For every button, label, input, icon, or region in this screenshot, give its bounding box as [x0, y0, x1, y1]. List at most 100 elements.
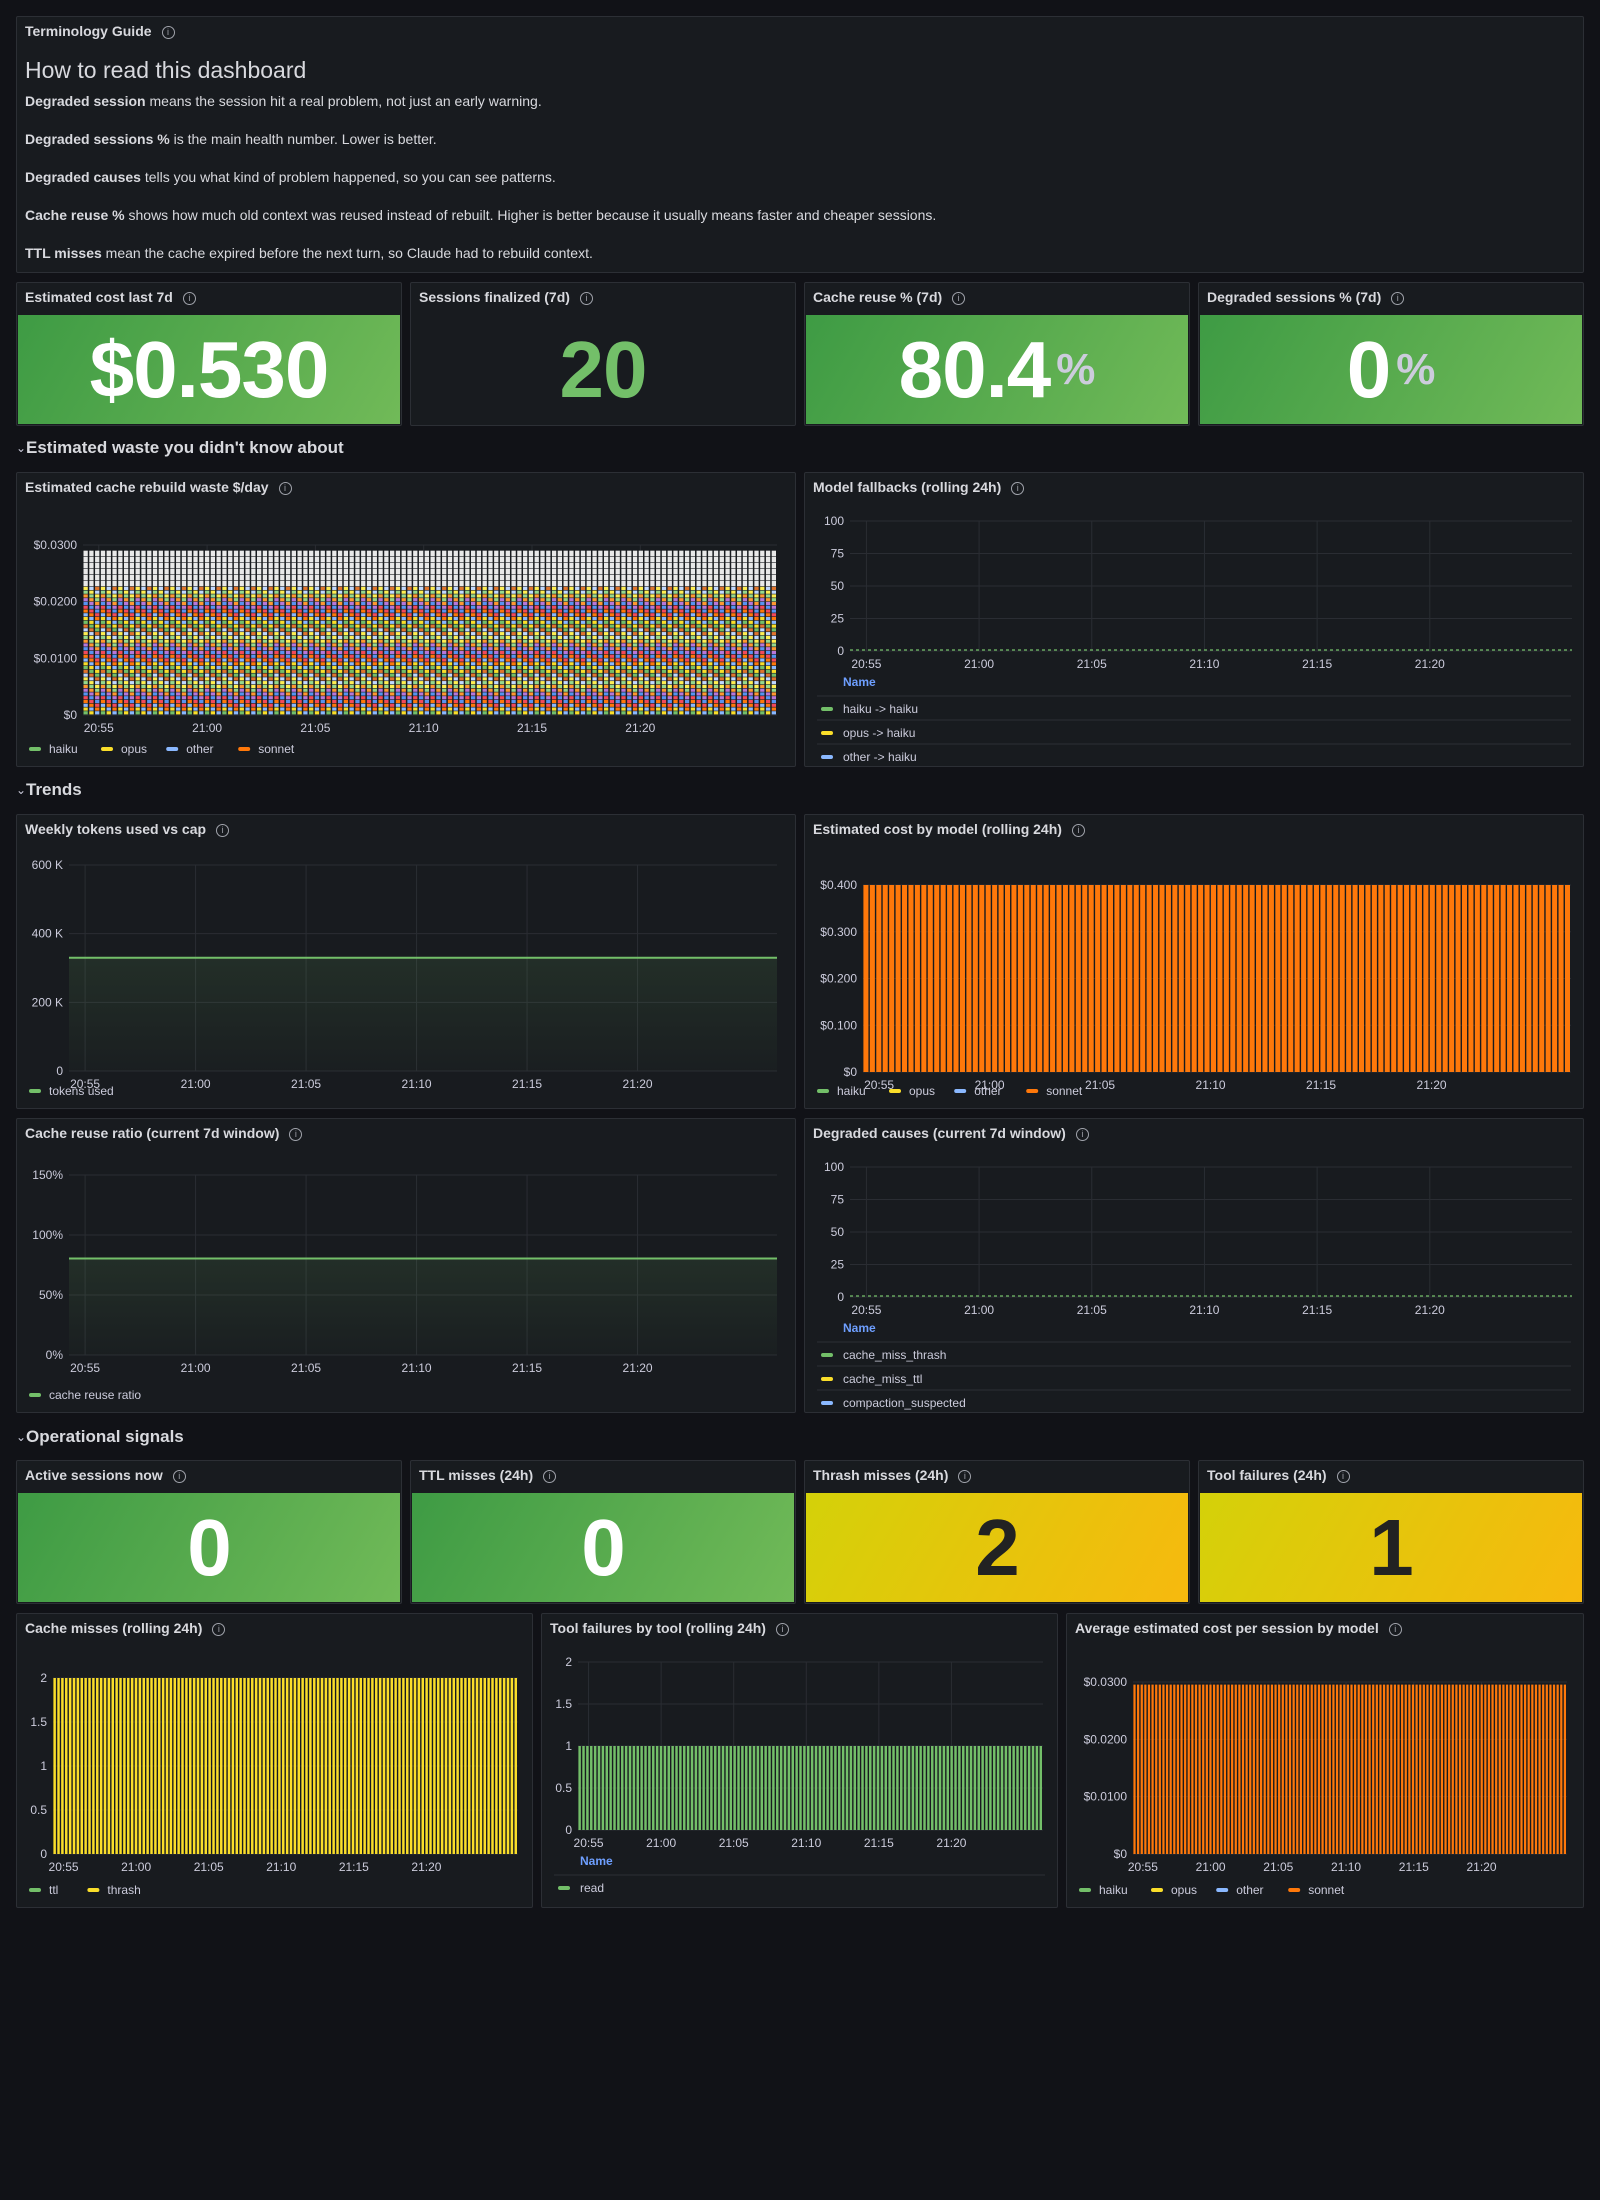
- bar[interactable]: [390, 1678, 393, 1854]
- bar[interactable]: [1158, 1684, 1161, 1854]
- bar[interactable]: [169, 1678, 173, 1854]
- legend-header[interactable]: Name: [843, 1321, 876, 1335]
- legend-item[interactable]: other: [974, 1084, 1001, 1098]
- bar[interactable]: [1379, 1684, 1382, 1854]
- bar[interactable]: [708, 550, 713, 715]
- bar[interactable]: [632, 550, 638, 715]
- bar[interactable]: [652, 1746, 655, 1830]
- bar[interactable]: [138, 1678, 142, 1854]
- bar[interactable]: [1455, 885, 1461, 1072]
- bar[interactable]: [754, 550, 759, 715]
- bar[interactable]: [444, 1678, 448, 1854]
- bar[interactable]: [993, 1746, 996, 1830]
- bar[interactable]: [1169, 1684, 1172, 1854]
- bar[interactable]: [464, 1678, 467, 1854]
- bar[interactable]: [239, 1678, 242, 1854]
- bar[interactable]: [320, 550, 325, 715]
- bar[interactable]: [938, 1746, 942, 1830]
- bar[interactable]: [1241, 1684, 1245, 1854]
- bar[interactable]: [107, 1678, 111, 1854]
- bar[interactable]: [882, 885, 888, 1072]
- bar[interactable]: [1549, 1684, 1552, 1854]
- info-icon[interactable]: i: [952, 291, 966, 305]
- bar[interactable]: [106, 550, 111, 715]
- info-icon[interactable]: i: [958, 1469, 972, 1483]
- bar[interactable]: [309, 1678, 312, 1854]
- bar[interactable]: [53, 1678, 56, 1854]
- bar[interactable]: [1513, 1684, 1516, 1854]
- bar[interactable]: [1172, 885, 1178, 1072]
- bar[interactable]: [1281, 885, 1287, 1072]
- legend-item[interactable]: read: [580, 1881, 604, 1895]
- row-title-ops[interactable]: Operational signals: [26, 1427, 184, 1446]
- bar[interactable]: [1352, 885, 1358, 1072]
- bar[interactable]: [578, 1746, 581, 1830]
- bar[interactable]: [258, 1678, 262, 1854]
- bar[interactable]: [661, 550, 667, 715]
- bar[interactable]: [222, 550, 227, 715]
- bar[interactable]: [632, 1746, 636, 1830]
- bar[interactable]: [440, 1678, 444, 1854]
- bar[interactable]: [1339, 1684, 1342, 1854]
- bar[interactable]: [1008, 1746, 1011, 1830]
- bar[interactable]: [328, 1678, 331, 1854]
- bar[interactable]: [437, 1678, 440, 1854]
- bar[interactable]: [1556, 1684, 1559, 1854]
- bar[interactable]: [1004, 1746, 1008, 1830]
- bar[interactable]: [1371, 885, 1377, 1072]
- bar[interactable]: [586, 1746, 589, 1830]
- bar[interactable]: [861, 1746, 864, 1830]
- bar[interactable]: [502, 1678, 506, 1854]
- bar[interactable]: [779, 1746, 783, 1830]
- bar[interactable]: [111, 1678, 114, 1854]
- bar[interactable]: [313, 1678, 316, 1854]
- bar[interactable]: [141, 550, 146, 715]
- bar[interactable]: [1332, 1684, 1335, 1854]
- bar[interactable]: [575, 550, 580, 715]
- bar[interactable]: [702, 1746, 705, 1830]
- bar[interactable]: [1449, 885, 1455, 1072]
- bar[interactable]: [737, 550, 742, 715]
- bar[interactable]: [919, 1746, 922, 1830]
- bar[interactable]: [235, 1678, 238, 1854]
- legend-item[interactable]: haiku: [1099, 1883, 1128, 1897]
- bar[interactable]: [771, 550, 776, 715]
- bar[interactable]: [103, 1678, 107, 1854]
- bar[interactable]: [1437, 1684, 1440, 1854]
- bar[interactable]: [1107, 885, 1114, 1072]
- bar[interactable]: [908, 885, 914, 1072]
- bar[interactable]: [1440, 1684, 1444, 1854]
- bar[interactable]: [838, 1746, 841, 1830]
- bar[interactable]: [1539, 885, 1545, 1072]
- bar[interactable]: [1538, 1684, 1541, 1854]
- bar[interactable]: [985, 1746, 988, 1830]
- bar[interactable]: [433, 1678, 436, 1854]
- bar[interactable]: [406, 1678, 409, 1854]
- bar[interactable]: [1524, 1684, 1527, 1854]
- bar[interactable]: [768, 1746, 771, 1830]
- bar[interactable]: [1419, 1684, 1422, 1854]
- bar[interactable]: [671, 1746, 674, 1830]
- bar[interactable]: [965, 1746, 969, 1830]
- bar[interactable]: [468, 1678, 471, 1854]
- bar[interactable]: [130, 1678, 134, 1854]
- bar[interactable]: [1473, 1684, 1476, 1854]
- bar[interactable]: [185, 1678, 188, 1854]
- bar[interactable]: [998, 885, 1004, 1072]
- bar[interactable]: [756, 1746, 760, 1830]
- bar[interactable]: [940, 885, 946, 1072]
- bar[interactable]: [1466, 1684, 1469, 1854]
- bar[interactable]: [1249, 1684, 1252, 1854]
- bar[interactable]: [1191, 1684, 1194, 1854]
- bar[interactable]: [488, 550, 493, 715]
- bar[interactable]: [659, 1746, 663, 1830]
- bar[interactable]: [1509, 1684, 1512, 1854]
- bar[interactable]: [1487, 885, 1493, 1072]
- bar[interactable]: [303, 550, 308, 715]
- bar[interactable]: [927, 1746, 930, 1830]
- bar[interactable]: [1563, 1684, 1566, 1854]
- bar[interactable]: [1137, 1684, 1140, 1854]
- bar[interactable]: [1274, 1684, 1277, 1854]
- bar[interactable]: [170, 550, 175, 715]
- bar[interactable]: [479, 1678, 483, 1854]
